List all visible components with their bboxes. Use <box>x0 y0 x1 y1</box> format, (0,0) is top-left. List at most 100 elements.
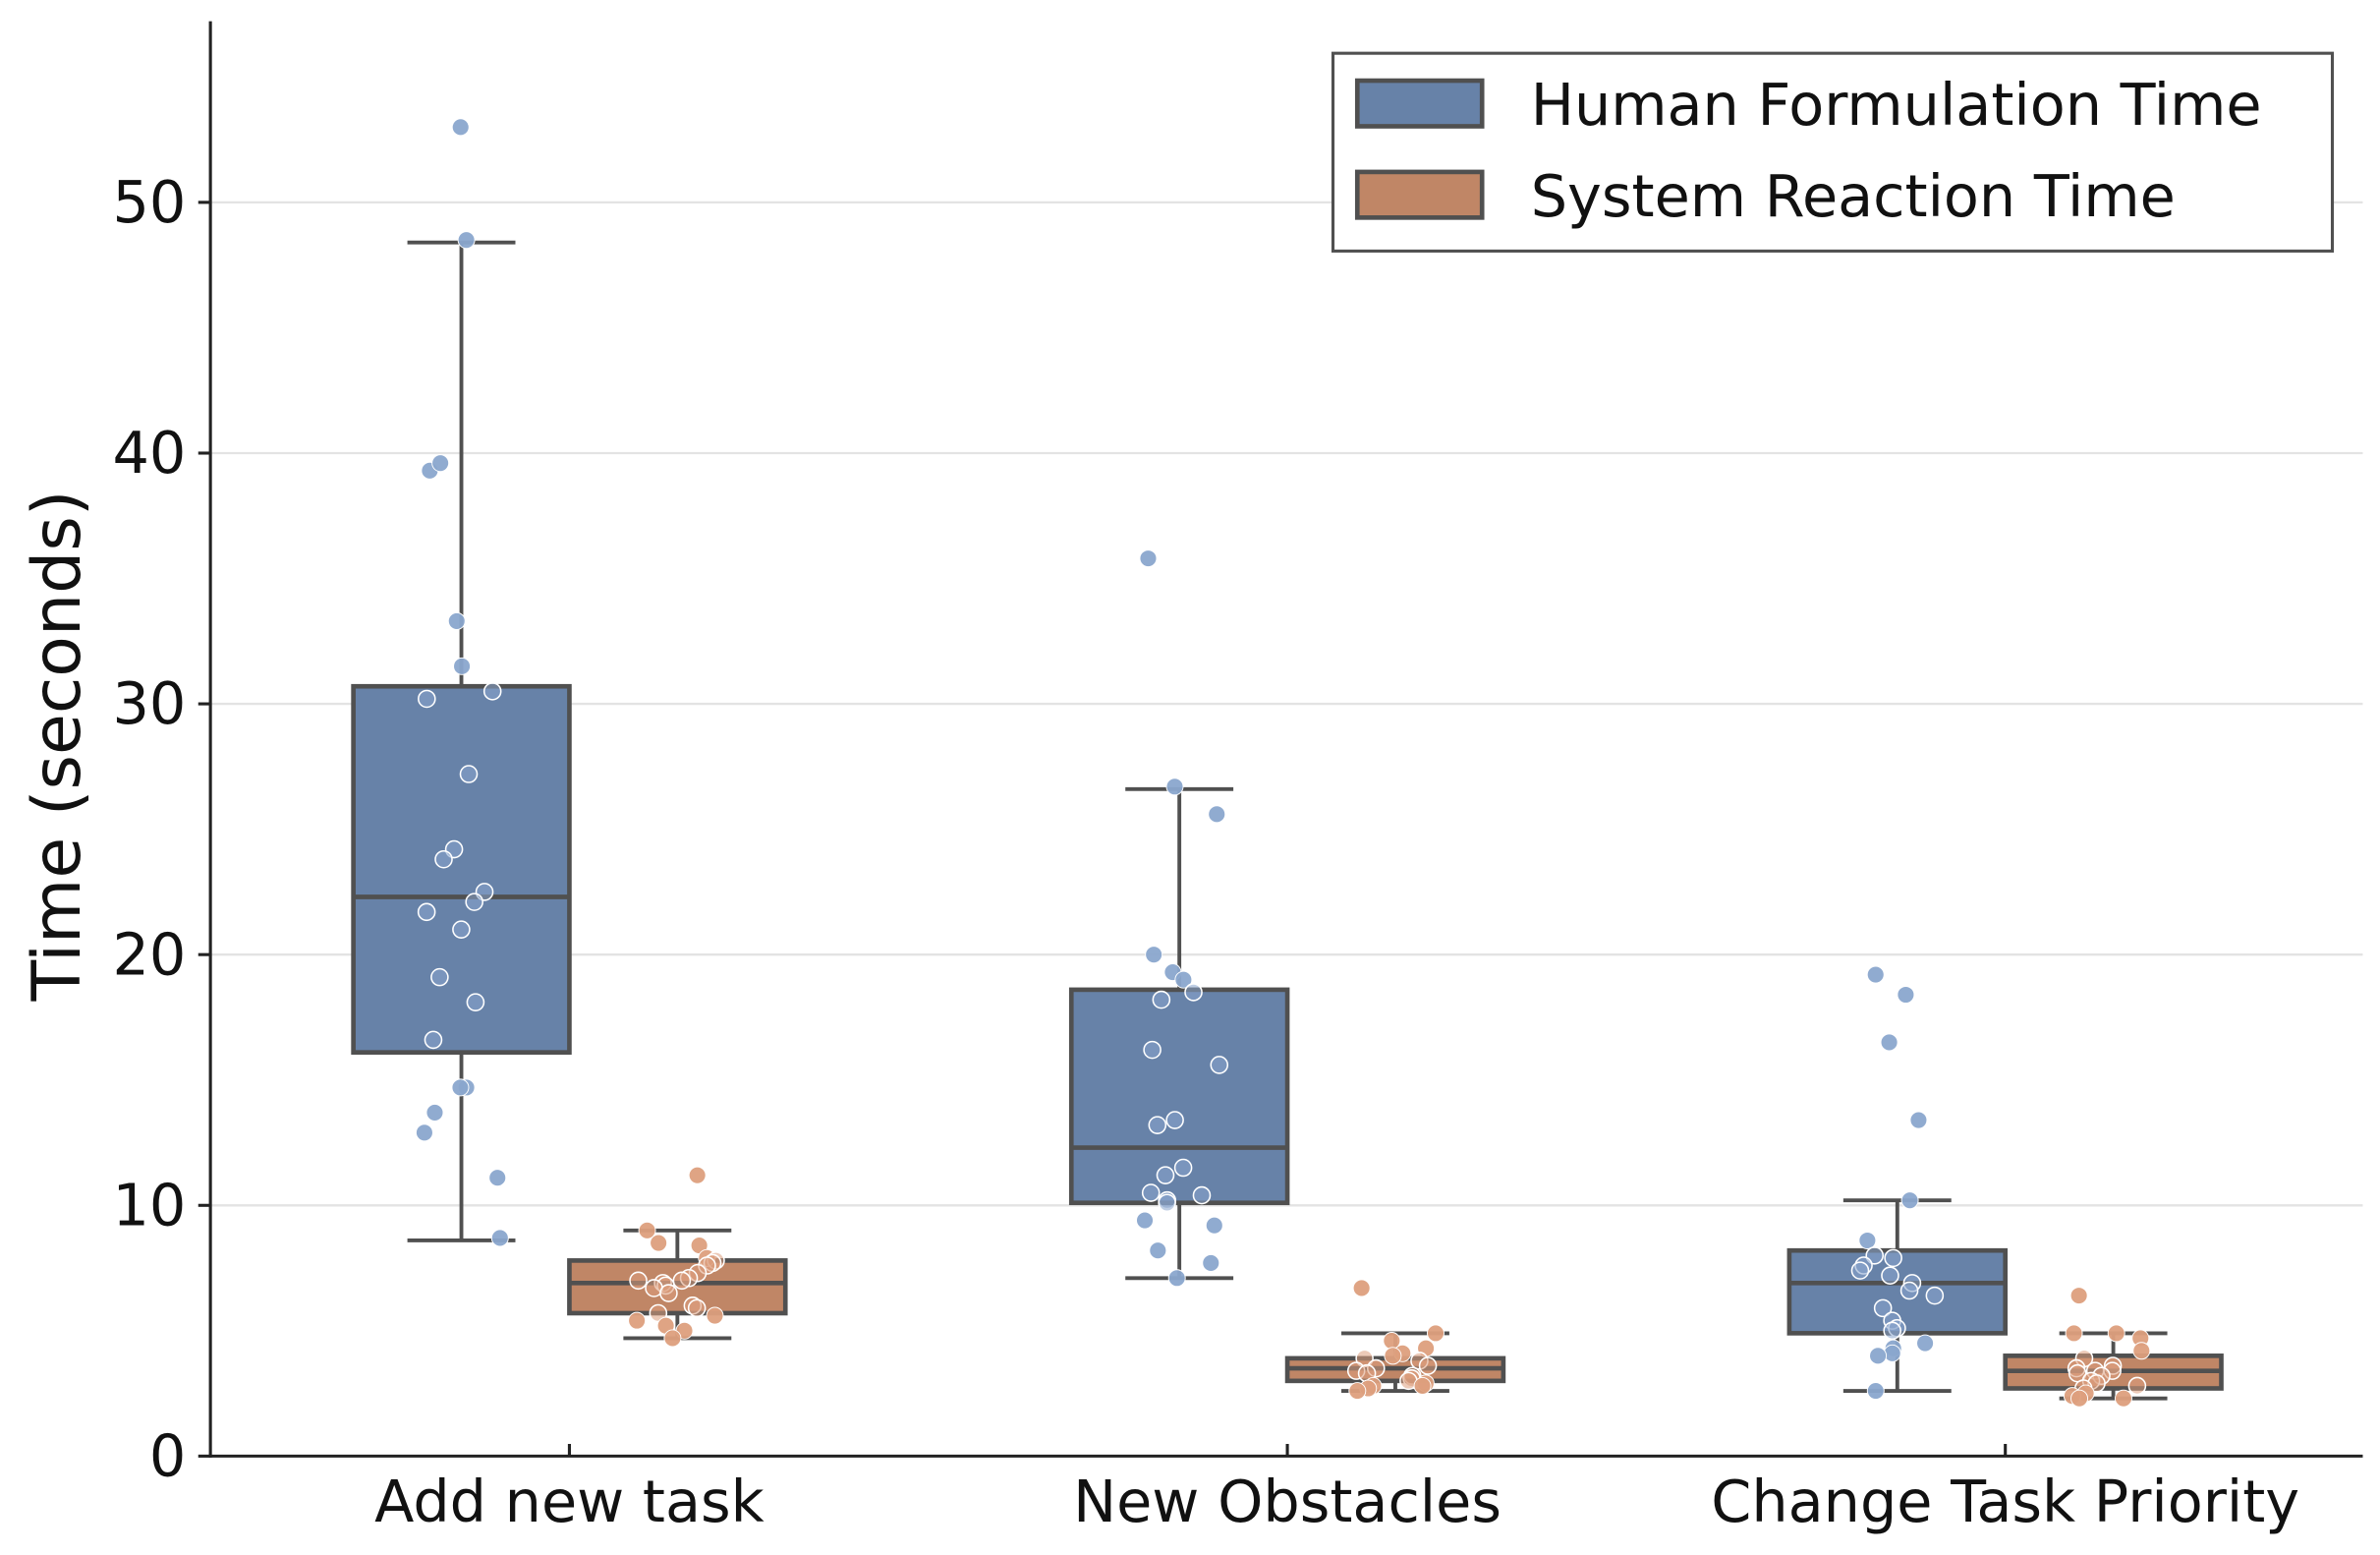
legend-label-human: Human Formulation Time <box>1531 71 2262 139</box>
data-point <box>1148 1116 1167 1134</box>
data-point <box>452 920 471 939</box>
y-tick-label: 40 <box>113 419 187 487</box>
data-point <box>1352 1279 1371 1297</box>
data-point <box>1883 1321 1901 1341</box>
box-1-1 <box>1284 1279 1506 1401</box>
data-point <box>415 1123 433 1142</box>
data-point <box>1152 990 1171 1009</box>
data-point <box>430 967 449 987</box>
data-point <box>1869 1347 1888 1365</box>
data-point <box>453 657 472 675</box>
data-point <box>1858 1232 1877 1249</box>
plot-area <box>351 118 2224 1408</box>
data-point <box>1145 946 1163 964</box>
data-point <box>1384 1347 1402 1365</box>
x-ticks: Add new task New Obstacles Change Task Pri… <box>374 1444 2299 1535</box>
data-point <box>1136 1211 1155 1230</box>
data-point <box>659 1284 678 1302</box>
data-point <box>2107 1324 2125 1343</box>
data-point <box>1925 1286 1945 1305</box>
data-point <box>424 1030 443 1050</box>
data-point <box>490 1229 509 1247</box>
data-point <box>706 1306 724 1325</box>
data-point <box>482 682 502 701</box>
y-ticks: 0 10 20 30 40 50 <box>113 168 211 1490</box>
data-point <box>1850 1261 1870 1280</box>
data-point <box>1156 1166 1175 1184</box>
data-point <box>1173 1158 1193 1178</box>
data-point <box>451 1078 470 1097</box>
box-0-2 <box>1786 965 2009 1401</box>
data-point <box>1208 805 1226 824</box>
data-point <box>1149 1241 1167 1260</box>
box-iqr <box>351 683 572 1055</box>
legend-swatch-system <box>1354 169 1485 220</box>
data-point <box>2127 1376 2147 1396</box>
data-point <box>1141 1183 1161 1202</box>
y-tick-label: 20 <box>113 920 187 988</box>
box-iqr <box>1068 987 1290 1206</box>
legend: Human Formulation Time System Reaction T… <box>1331 51 2335 253</box>
data-point <box>1143 1040 1162 1060</box>
legend-label-system: System Reaction Time <box>1531 162 2176 230</box>
data-point <box>1884 1248 1902 1268</box>
data-point <box>418 689 436 709</box>
data-point <box>425 1103 444 1122</box>
box-1-2 <box>2003 1287 2224 1408</box>
y-axis-label: Time (seconds) <box>19 490 96 1003</box>
box-1-0 <box>567 1166 788 1348</box>
data-point <box>687 1298 707 1318</box>
data-point <box>1202 1253 1220 1272</box>
data-point <box>447 611 466 630</box>
x-tick-label: Add new task <box>374 1468 765 1535</box>
data-point <box>1909 1111 1928 1129</box>
data-point <box>2070 1389 2089 1408</box>
data-point <box>466 993 485 1011</box>
data-point <box>688 1166 707 1184</box>
data-point <box>1897 986 1915 1004</box>
data-point <box>1205 1216 1223 1235</box>
box-0-0 <box>351 118 572 1247</box>
data-point <box>2114 1389 2132 1408</box>
data-point <box>629 1271 648 1291</box>
data-point <box>672 1271 692 1291</box>
data-point <box>1883 1344 1901 1362</box>
data-point <box>1427 1324 1445 1343</box>
data-point <box>1210 1056 1229 1074</box>
data-point <box>1158 1193 1176 1213</box>
data-point <box>431 454 450 473</box>
legend-frame <box>1331 51 2335 253</box>
y-tick-label: 50 <box>113 168 187 236</box>
data-point <box>628 1311 647 1330</box>
data-point <box>1165 1111 1184 1129</box>
y-tick-label: 30 <box>113 669 187 737</box>
y-tick-label: 10 <box>113 1171 187 1238</box>
data-point <box>1192 1185 1212 1205</box>
data-point <box>1880 1033 1898 1052</box>
x-tick-label: Change Task Priority <box>1711 1468 2299 1535</box>
y-tick-label: 0 <box>149 1422 186 1490</box>
data-point <box>638 1221 656 1239</box>
data-point <box>417 902 436 922</box>
data-point <box>1866 1382 1885 1401</box>
data-point <box>1418 1356 1438 1375</box>
data-point <box>1873 1298 1893 1318</box>
data-point <box>1413 1376 1432 1395</box>
data-point <box>1881 1266 1899 1285</box>
data-point <box>2065 1324 2083 1343</box>
data-point <box>663 1329 682 1348</box>
data-point <box>2069 1287 2088 1305</box>
data-point <box>465 893 483 911</box>
x-tick-label: New Obstacles <box>1073 1468 1502 1535</box>
data-point <box>1167 1269 1186 1288</box>
data-point <box>1866 965 1885 984</box>
data-point <box>1139 549 1158 568</box>
box-0-1 <box>1068 549 1290 1288</box>
data-point <box>1900 1191 1919 1210</box>
data-point <box>1165 778 1184 796</box>
data-point <box>1899 1281 1919 1300</box>
data-point <box>451 118 470 137</box>
data-point <box>488 1169 507 1187</box>
data-point <box>459 765 479 783</box>
